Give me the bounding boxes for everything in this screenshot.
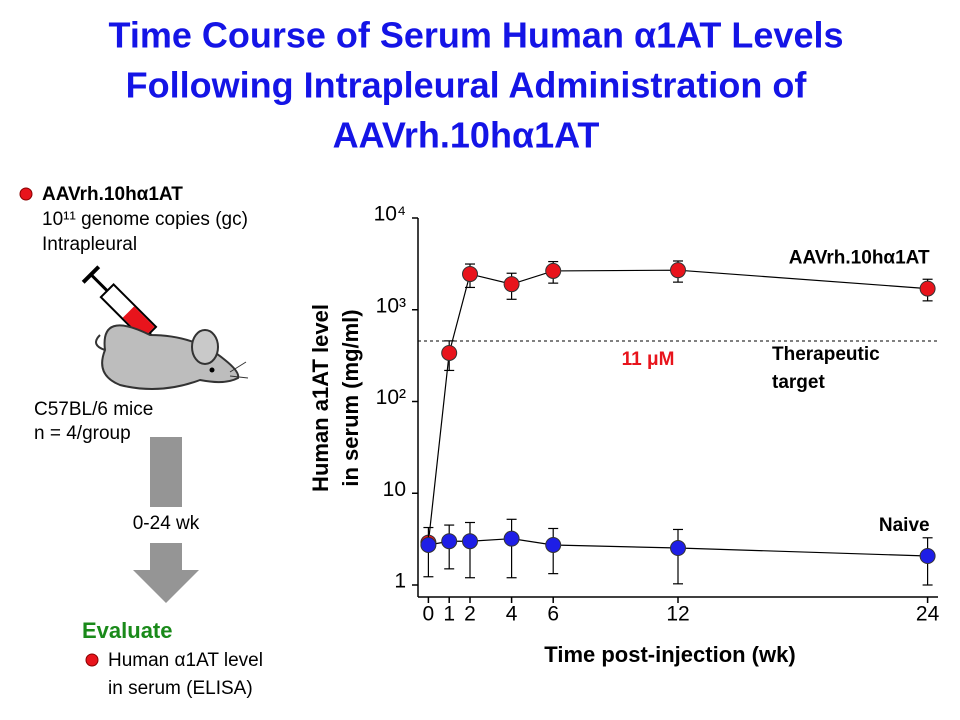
x-axis-label: Time post-injection (wk) xyxy=(544,642,795,667)
marker xyxy=(670,540,686,557)
error-bar xyxy=(465,521,475,579)
title-line: Time Course of Serum Human α1AT Levels xyxy=(109,15,844,56)
series-line xyxy=(427,269,928,543)
marker xyxy=(670,262,686,279)
duration: 0-24 wk xyxy=(133,513,200,534)
evaluate-item: Human α1AT level xyxy=(108,650,263,671)
title-line: AAVrh.10hα1AT xyxy=(333,115,600,156)
bullet xyxy=(85,653,99,667)
evaluate-heading: Evaluate xyxy=(82,618,173,643)
y-axis-label: in serum (mg/ml) xyxy=(338,309,363,486)
marker xyxy=(441,533,458,550)
bullet xyxy=(19,187,33,201)
marker xyxy=(420,536,437,553)
x-tick-label: 2 xyxy=(464,603,476,626)
marker xyxy=(919,548,936,565)
marker xyxy=(503,530,520,547)
series-label: Naive xyxy=(879,515,930,536)
title-line: Following Intrapleural Administration of xyxy=(126,65,808,106)
treatment-name: AAVrh.10hα1AT xyxy=(42,184,183,205)
arrow-stem xyxy=(150,543,182,570)
marker xyxy=(545,536,562,553)
arrow-stem xyxy=(150,437,182,507)
x-tick-label: 4 xyxy=(506,603,518,626)
y-tick-label: 1 xyxy=(394,570,406,593)
series-label: AAVrh.10hα1AT xyxy=(789,248,930,269)
y-tick-label: 10 xyxy=(383,478,406,501)
error-bar xyxy=(673,528,683,585)
animals: n = 4/group xyxy=(34,423,131,444)
error-bar xyxy=(506,518,517,579)
reference-note: 11 μM xyxy=(622,349,675,370)
marker xyxy=(462,533,478,550)
treatment-dose: 10¹¹ genome copies (gc) xyxy=(42,209,248,230)
y-tick-label: 10³ xyxy=(376,294,406,317)
evaluate-item: in serum (ELISA) xyxy=(108,678,253,699)
x-tick-label: 24 xyxy=(916,603,940,626)
x-tick-label: 0 xyxy=(423,603,435,626)
x-tick-label: 6 xyxy=(547,603,559,626)
x-tick-label: 1 xyxy=(443,603,455,626)
y-tick-label: 10² xyxy=(376,386,406,409)
syringe xyxy=(81,265,173,357)
reference-label: target xyxy=(772,372,825,393)
marker xyxy=(462,266,478,283)
mouse xyxy=(95,324,249,390)
y-tick-label: 10⁴ xyxy=(374,203,406,226)
arrow-head xyxy=(133,570,199,603)
marker xyxy=(919,280,936,297)
animals: C57BL/6 mice xyxy=(34,399,153,420)
marker xyxy=(545,262,562,279)
marker xyxy=(441,344,458,361)
marker xyxy=(503,276,520,293)
y-axis-label: Human a1AT level xyxy=(308,304,333,492)
x-tick-label: 12 xyxy=(666,603,689,626)
treatment-route: Intrapleural xyxy=(42,234,137,255)
reference-label: Therapeutic xyxy=(772,344,880,365)
